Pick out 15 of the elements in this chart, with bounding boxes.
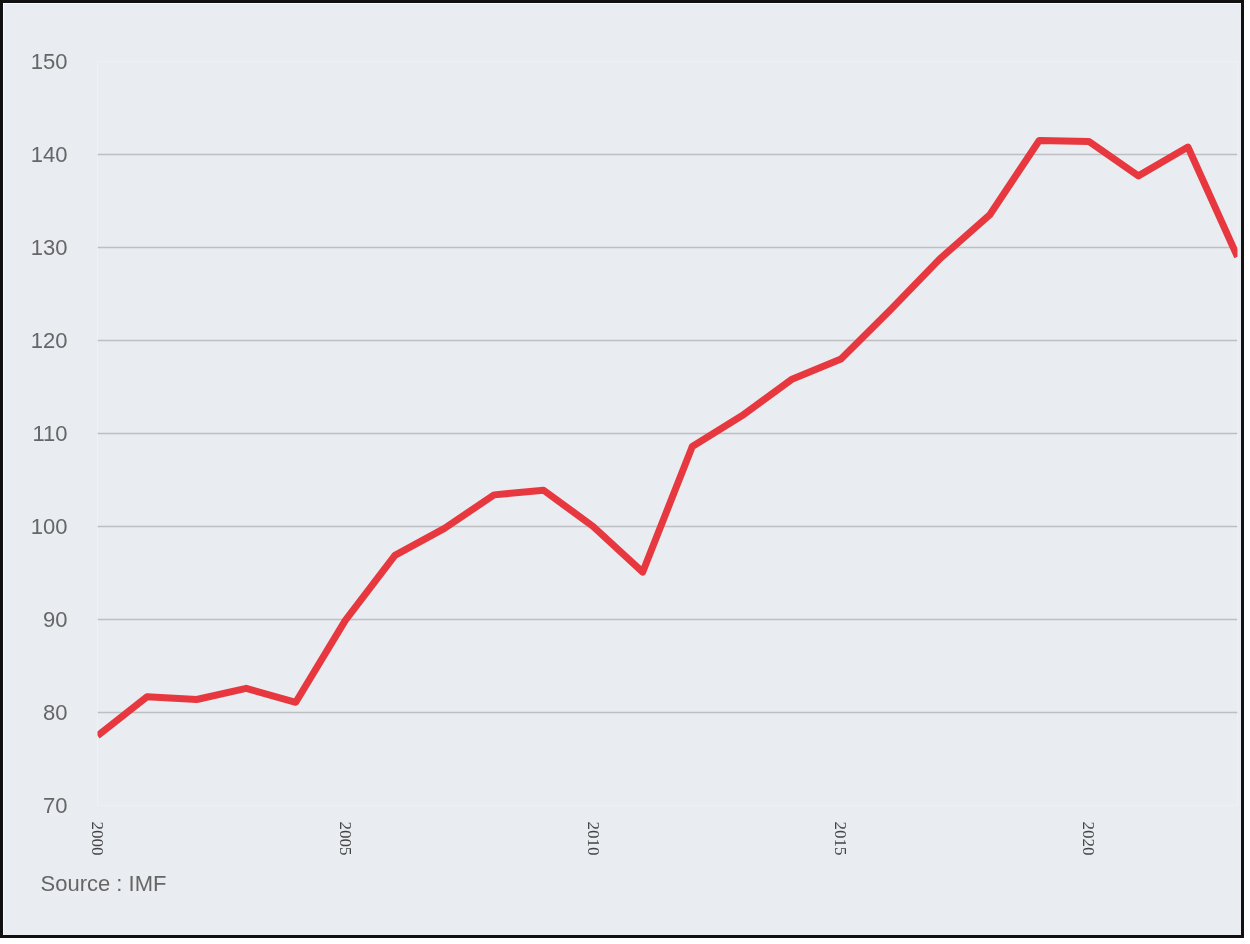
y-tick-label: 70 xyxy=(43,793,68,818)
x-tick-label: 2000 xyxy=(88,821,107,856)
y-tick-label: 110 xyxy=(32,421,68,446)
y-tick-label: 130 xyxy=(30,235,68,260)
y-tick-label: 120 xyxy=(30,328,68,353)
x-tick-label: 2015 xyxy=(831,821,851,856)
y-tick-label: 150 xyxy=(30,49,68,74)
x-tick-label: 2010 xyxy=(583,821,603,856)
y-tick-label: 90 xyxy=(43,607,68,632)
y-tick-label: 100 xyxy=(30,514,68,539)
y-tick-label: 80 xyxy=(43,700,68,725)
x-tick-label: 2020 xyxy=(1079,821,1099,856)
y-tick-label: 140 xyxy=(30,142,68,167)
x-tick-label: 2005 xyxy=(335,821,355,856)
source-note: Source : IMF xyxy=(40,870,167,896)
